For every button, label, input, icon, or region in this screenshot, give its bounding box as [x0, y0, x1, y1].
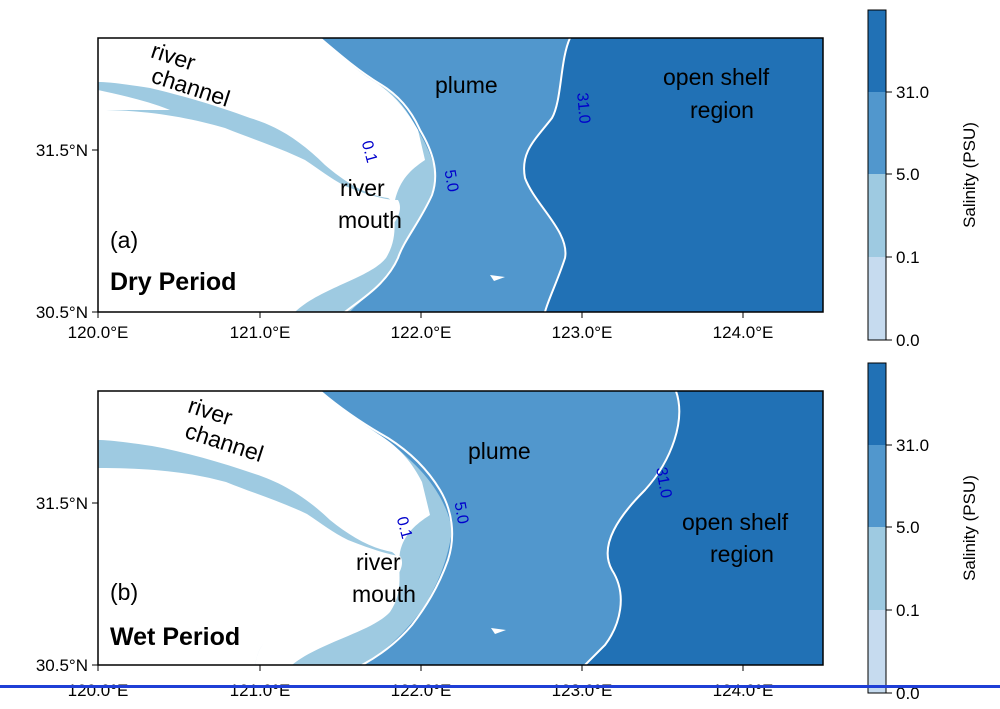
colorbar-frame: [867, 362, 887, 694]
period-label: Wet Period: [110, 623, 240, 651]
y-axis: 31.5°N 30.5°N: [36, 141, 98, 322]
colorbar-segment: [868, 92, 886, 174]
land: [98, 38, 425, 312]
land: [98, 391, 430, 665]
colorbar-b: 31.0 5.0 0.1 0.0 Salinity (PSU): [867, 362, 979, 703]
colorbar-tick-label: 5.0: [896, 518, 920, 537]
x-tick-label: 121.0°E: [230, 323, 291, 342]
x-tick-label: 122.0°E: [391, 323, 452, 342]
x-axis: 120.0°E 121.0°E 122.0°E 123.0°E 124.0°E: [68, 312, 774, 342]
panel-a: river channel plume open shelf region ri…: [36, 37, 824, 342]
colorbar-segment: [868, 610, 886, 693]
x-tick-label: 120.0°E: [68, 681, 129, 700]
contour-31: [584, 391, 681, 665]
x-tick-label: 122.0°E: [391, 681, 452, 700]
x-axis: 120.0°E 121.0°E 122.0°E 123.0°E 124.0°E: [68, 665, 774, 700]
open-shelf-label-1: open shelf: [682, 509, 789, 535]
y-tick-label: 30.5°N: [36, 656, 88, 675]
panel-letter: (a): [110, 227, 138, 253]
open-shelf-label-2: region: [710, 541, 774, 567]
colorbar-tick-label: 0.0: [896, 331, 920, 350]
x-tick-label: 123.0°E: [552, 681, 613, 700]
colorbar-segment: [868, 10, 886, 92]
plume-label: plume: [435, 72, 498, 98]
river-mouth-label-2: mouth: [338, 207, 402, 233]
x-tick-label: 124.0°E: [713, 323, 774, 342]
contour-5: [319, 391, 454, 665]
y-tick-label: 31.5°N: [36, 494, 88, 513]
contour-label-31-0: 31.0: [652, 466, 674, 500]
x-tick-label: 123.0°E: [552, 323, 613, 342]
panel-b: river channel plume open shelf region ri…: [36, 390, 824, 700]
contour-5: [319, 38, 437, 312]
colorbar-frame: [867, 9, 887, 341]
contour-31: [523, 38, 571, 312]
x-tick-label: 120.0°E: [68, 323, 129, 342]
y-tick-label: 31.5°N: [36, 141, 88, 160]
colorbar-tick-label: 31.0: [896, 436, 929, 455]
colorbar-segment: [868, 445, 886, 527]
colorbar-tick-label: 5.0: [896, 165, 920, 184]
contour-label-0-1: 0.1: [358, 139, 380, 165]
plume-label: plume: [468, 438, 531, 464]
river-mouth-label-1: river: [356, 549, 401, 575]
island-a: [490, 275, 505, 281]
contour-label-31-0: 31.0: [573, 92, 593, 125]
contour-label-0-1: 0.1: [393, 515, 415, 541]
colorbar-segment: [868, 363, 886, 445]
land-bank: [98, 110, 400, 312]
x-tick-label: 121.0°E: [230, 681, 291, 700]
colorbar-title: Salinity (PSU): [960, 475, 979, 581]
colorbar-tick-label: 0.1: [896, 601, 920, 620]
open-shelf-label-2: region: [690, 97, 754, 123]
land-bank: [98, 468, 403, 665]
river-mouth-label-1: river: [340, 175, 385, 201]
contour-label-5-0: 5.0: [441, 168, 462, 193]
panel-letter: (b): [110, 579, 138, 605]
colorbar-tick-label: 0.0: [896, 684, 920, 703]
period-label: Dry Period: [110, 268, 236, 296]
panel-b-frame: [97, 390, 824, 666]
y-axis: 31.5°N 30.5°N: [36, 494, 98, 675]
bottom-rule: [0, 685, 1000, 688]
colorbar-tick-label: 0.1: [896, 248, 920, 267]
colorbar-segment: [868, 174, 886, 257]
river-mouth-label-2: mouth: [352, 581, 416, 607]
island-b: [491, 628, 506, 634]
open-shelf-label-1: open shelf: [663, 64, 770, 90]
colorbar-title: Salinity (PSU): [960, 122, 979, 228]
contour-label-5-0: 5.0: [451, 500, 472, 525]
panel-a-frame: [97, 37, 824, 313]
colorbar-segment: [868, 257, 886, 340]
x-tick-label: 124.0°E: [713, 681, 774, 700]
colorbar-tick-label: 31.0: [896, 83, 929, 102]
colorbar-a: 31.0 5.0 0.1 0.0 Salinity (PSU): [867, 9, 979, 350]
y-tick-label: 30.5°N: [36, 303, 88, 322]
colorbar-segment: [868, 527, 886, 610]
